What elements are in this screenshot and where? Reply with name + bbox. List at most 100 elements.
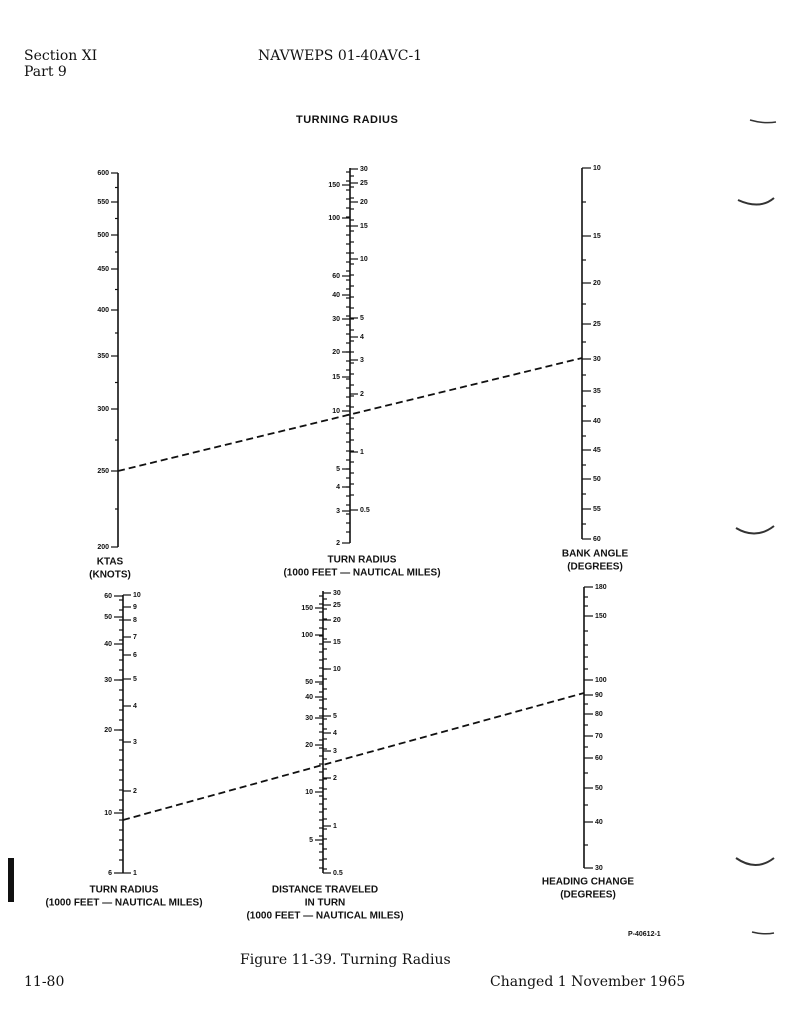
bank-angle-tick-label: 50	[593, 476, 601, 483]
turn-radius-nm-label: 15	[360, 223, 368, 230]
distance-nm-label: 1	[333, 823, 337, 830]
distance-label: (1000 FEET — NAUTICAL MILES)	[246, 911, 403, 922]
change-bar	[8, 858, 14, 902]
heading-change-label: (DEGREES)	[560, 890, 616, 901]
turn-radius-bottom-nm-label: 6	[133, 652, 137, 659]
distance-nm-label: 20	[333, 617, 341, 624]
part-label: Part 9	[24, 64, 67, 80]
bank-angle-tick-label: 45	[593, 447, 601, 454]
bank-angle-label: (DEGREES)	[567, 562, 623, 573]
bank-angle-tick-label: 15	[593, 233, 601, 240]
distance-nm-label: 10	[333, 666, 341, 673]
turn-radius-nm-label: 20	[360, 199, 368, 206]
turn-radius-bottom-label: TURN RADIUS	[90, 885, 159, 896]
ktas-tick-label: 250	[97, 468, 109, 475]
turn-radius-bottom-nm-label: 2	[133, 788, 137, 795]
turn-radius-bottom-nm-label: 7	[133, 634, 137, 641]
heading-change-tick-label: 150	[595, 613, 607, 620]
turn-radius-bottom-nm-label: 10	[133, 592, 141, 599]
heading-change-tick-label: 80	[595, 711, 603, 718]
bank-angle-tick-label: 35	[593, 388, 601, 395]
turn-radius-feet-label: 2	[336, 540, 340, 547]
bank-angle-tick-label: 30	[593, 356, 601, 363]
distance-feet-label: 150	[301, 605, 313, 612]
heading-change-tick-label: 60	[595, 755, 603, 762]
turn-radius-feet-label: 5	[336, 466, 340, 473]
turn-radius-feet-label: 3	[336, 508, 340, 515]
turn-radius-nm-label: 30	[360, 166, 368, 173]
ktas-tick-label: 500	[97, 232, 109, 239]
heading-change-tick-label: 90	[595, 692, 603, 699]
turn-radius-nm-label: 5	[360, 315, 364, 322]
example-line-bottom	[122, 692, 585, 821]
turn-radius-nm-label: 3	[360, 357, 364, 364]
distance-nm-label: 3	[333, 748, 337, 755]
change-notice: Changed 1 November 1965	[490, 974, 686, 990]
turn-radius-feet-label: 10	[332, 408, 340, 415]
turn-radius-nm-label: 4	[360, 334, 364, 341]
bank-angle-tick-label: 20	[593, 280, 601, 287]
turn-radius-bottom-feet-label: 60	[104, 593, 112, 600]
turn-radius-nm-label: 0.5	[360, 507, 370, 514]
distance-feet-label: 20	[305, 742, 313, 749]
distance-feet-label: 40	[305, 694, 313, 701]
distance-nm-label: 15	[333, 639, 341, 646]
turn-radius-bottom-nm-label: 4	[133, 703, 137, 710]
turn-radius-bottom-nm-label: 1	[133, 870, 137, 877]
distance-nm-label: 5	[333, 713, 337, 720]
ktas-tick-label: 550	[97, 199, 109, 206]
distance-nm-label: 0.5	[333, 870, 343, 877]
bank-angle-label: BANK ANGLE	[562, 549, 629, 560]
turn-radius-bottom-feet-label: 10	[104, 810, 112, 817]
turn-radius-feet-label: 40	[332, 292, 340, 299]
document-id: NAVWEPS 01-40AVC-1	[258, 48, 423, 64]
turn-radius-bottom-feet-label: 6	[108, 870, 112, 877]
heading-change-tick-label: 100	[595, 677, 607, 684]
distance-nm-label: 25	[333, 602, 341, 609]
section-label: Section XI	[24, 48, 98, 64]
turn-radius-bottom-feet-label: 20	[104, 727, 112, 734]
ktas-label: KTAS	[97, 557, 124, 568]
ktas-tick-label: 200	[97, 544, 109, 551]
turn-radius-bottom-nm-label: 3	[133, 739, 137, 746]
ktas-tick-label: 450	[97, 266, 109, 273]
turn-radius-bottom-label: (1000 FEET — NAUTICAL MILES)	[45, 898, 202, 909]
heading-change-tick-label: 70	[595, 733, 603, 740]
distance-label: DISTANCE TRAVELED	[272, 885, 378, 896]
binding-marks	[735, 119, 777, 935]
figure-title: TURNING RADIUS	[296, 114, 399, 126]
turn-radius-bottom-feet-label: 40	[104, 641, 112, 648]
ktas-tick-label: 600	[97, 170, 109, 177]
turn-radius-label: (1000 FEET — NAUTICAL MILES)	[283, 568, 440, 579]
distance-nm-label: 2	[333, 775, 337, 782]
heading-change-tick-label: 40	[595, 819, 603, 826]
distance-feet-label: 5	[309, 837, 313, 844]
turn-radius-bottom-feet-label: 30	[104, 677, 112, 684]
ktas-label: (KNOTS)	[89, 570, 131, 581]
heading-change-tick-label: 180	[595, 584, 607, 591]
heading-change-tick-label: 30	[595, 865, 603, 872]
turn-radius-feet-label: 100	[328, 215, 340, 222]
turn-radius-bottom-feet-label: 50	[104, 614, 112, 621]
bank-angle-tick-label: 25	[593, 321, 601, 328]
page-number: 11-80	[24, 974, 65, 990]
bank-angle-tick-label: 55	[593, 506, 601, 513]
plate-number: P-40612-1	[628, 931, 661, 938]
distance-feet-label: 30	[305, 715, 313, 722]
turn-radius-feet-label: 150	[328, 182, 340, 189]
turn-radius-nm-label: 25	[360, 180, 368, 187]
distance-feet-label: 50	[305, 679, 313, 686]
distance-feet-label: 100	[301, 632, 313, 639]
turn-radius-feet-label: 15	[332, 374, 340, 381]
turn-radius-label: TURN RADIUS	[328, 555, 397, 566]
bank-angle-tick-label: 60	[593, 536, 601, 543]
turn-radius-bottom-nm-label: 9	[133, 604, 137, 611]
distance-feet-label: 10	[305, 789, 313, 796]
turn-radius-feet-label: 60	[332, 273, 340, 280]
turn-radius-feet-label: 30	[332, 316, 340, 323]
ktas-tick-label: 300	[97, 406, 109, 413]
ktas-tick-label: 400	[97, 307, 109, 314]
distance-label: IN TURN	[305, 898, 346, 909]
turn-radius-nm-label: 2	[360, 391, 364, 398]
